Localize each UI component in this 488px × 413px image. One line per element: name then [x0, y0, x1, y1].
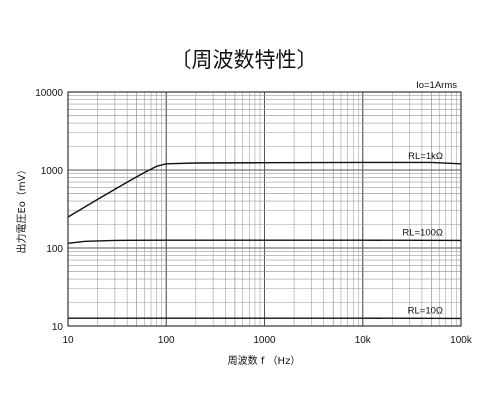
series-label: RL=10Ω [408, 305, 443, 316]
x-tick-label: 10k [355, 335, 372, 346]
x-tick-label: 1000 [253, 335, 276, 346]
y-tick-label: 100 [46, 244, 63, 255]
y-tick-label: 10000 [35, 88, 63, 99]
series-label: RL=1kΩ [408, 151, 443, 162]
series-labels: RL=1kΩ RL=100Ω RL=10Ω [402, 151, 443, 317]
x-tick-label: 100 [158, 335, 175, 346]
x-tick-label: 10 [62, 335, 74, 346]
y-tick-label: 10 [52, 322, 64, 333]
y-tick-labels: 10 100 1000 10000 [35, 88, 63, 333]
grid [67, 91, 462, 327]
chart-title: 〔周波数特性〕 [171, 48, 318, 72]
series-line [67, 239, 462, 244]
current-annotation: Io=1Arms [416, 80, 457, 91]
series-lines [67, 161, 462, 320]
y-tick-label: 1000 [41, 166, 64, 177]
plot-border [67, 91, 462, 327]
series-label: RL=100Ω [402, 227, 443, 238]
series-line [67, 161, 462, 218]
y-axis-label: 出力電圧Eo（mV） [15, 164, 28, 253]
x-tick-label: 100k [450, 335, 473, 346]
x-tick-labels: 10 100 1000 10k 100k [62, 335, 472, 346]
x-axis-label: 周波数 f （Hz） [228, 354, 301, 367]
plot-frame [67, 91, 462, 327]
